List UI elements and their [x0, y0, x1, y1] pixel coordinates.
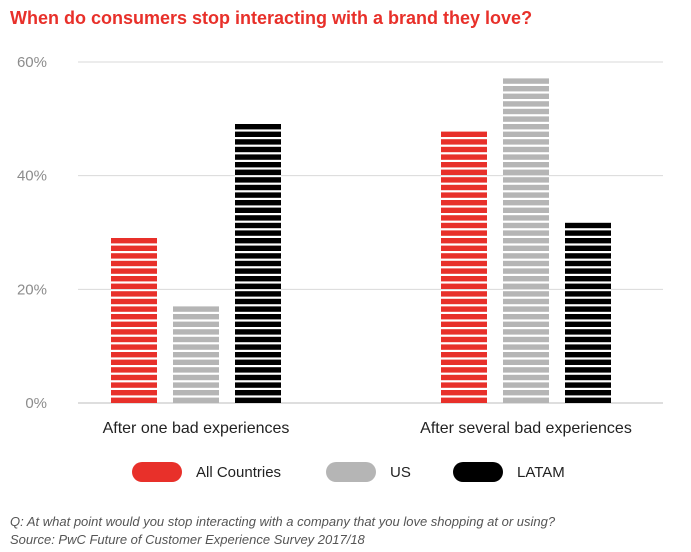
bar-chart: 0%20%40%60% After one bad experiences Aft…: [17, 54, 663, 437]
legend-item-latam: LATAM: [453, 462, 565, 482]
bar-all-countries-1: [111, 238, 157, 403]
legend-swatch-latam: [453, 462, 503, 482]
bar-latam-2: [565, 222, 611, 403]
bar-us-2: [503, 78, 549, 403]
y-tick-label: 20%: [17, 281, 47, 298]
bars: [111, 78, 611, 403]
chart-title: When do consumers stop interacting with …: [10, 8, 533, 28]
legend-item-all-countries: All Countries: [132, 462, 281, 482]
legend-swatch-all-countries: [132, 462, 182, 482]
legend-item-us: US: [326, 462, 411, 482]
legend-swatch-us: [326, 462, 376, 482]
y-tick-label: 60%: [17, 54, 47, 71]
bar-us-1: [173, 306, 219, 403]
bar-all-countries-2: [441, 131, 487, 403]
legend-label-us: US: [390, 463, 411, 481]
x-category-label: After one bad experiences: [103, 420, 290, 437]
y-tick-label: 0%: [25, 395, 47, 412]
bar-latam-1: [235, 124, 281, 403]
x-axis-categories: After one bad experiences After several b…: [103, 420, 632, 437]
y-axis-ticks: 0% 20% 40% 60%: [17, 54, 47, 412]
legend: All Countries US LATAM: [0, 462, 691, 488]
x-category-label: After several bad experiences: [420, 420, 632, 437]
legend-label-latam: LATAM: [517, 463, 565, 481]
y-tick-label: 40%: [17, 168, 47, 185]
legend-label-all-countries: All Countries: [196, 463, 282, 481]
survey-source: Source: PwC Future of Customer Experienc…: [10, 532, 365, 547]
survey-question: Q: At what point would you stop interact…: [10, 514, 556, 529]
